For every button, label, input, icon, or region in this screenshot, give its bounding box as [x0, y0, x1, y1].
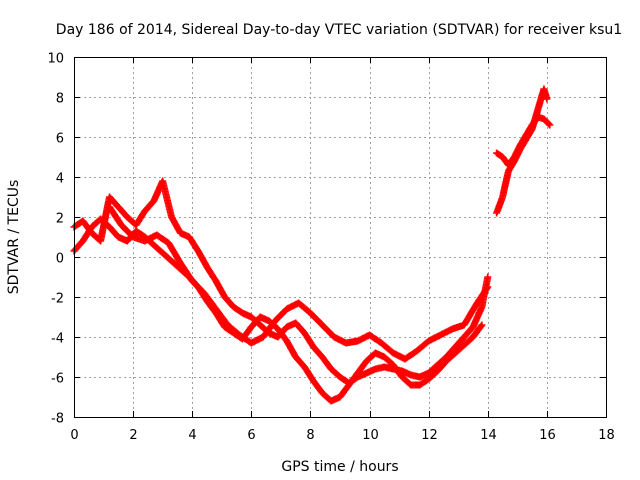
plot-frame	[74, 57, 607, 418]
x-tick-label: 10	[362, 428, 379, 443]
y-tick-label: -6	[51, 372, 64, 387]
y-tick-label: 10	[47, 52, 64, 67]
data-points	[70, 85, 554, 405]
y-tick-label: -2	[51, 292, 64, 307]
y-tick-label: 6	[56, 132, 64, 147]
x-tick-label: 6	[247, 428, 255, 443]
y-tick-label: 8	[56, 92, 64, 107]
y-tick-label: -4	[51, 332, 64, 347]
series-trace-a	[70, 177, 492, 387]
x-tick-label: 8	[306, 428, 314, 443]
data-point-fill	[545, 120, 553, 128]
y-tick-label: -8	[51, 412, 64, 427]
y-tick-label: 2	[56, 212, 64, 227]
x-axis-label: GPS time / hours	[281, 459, 398, 475]
chart-title: Day 186 of 2014, Sidereal Day-to-day VTE…	[56, 22, 622, 38]
data-point	[543, 95, 551, 103]
x-tick-label: 18	[598, 428, 615, 443]
x-tick-label: 2	[129, 428, 137, 443]
data-point	[546, 121, 554, 129]
x-tick-label: 14	[480, 428, 497, 443]
data-point	[484, 283, 492, 291]
x-tick-label: 16	[539, 428, 556, 443]
y-axis-label: SDTVAR / TECUs	[6, 180, 22, 295]
data-point-fill	[477, 322, 485, 330]
data-point-fill	[483, 284, 491, 292]
x-tick-label: 4	[188, 428, 196, 443]
series-trace-c	[106, 203, 492, 363]
x-tick-label: 0	[70, 428, 78, 443]
series-trace-e	[493, 113, 554, 169]
axis-ticks: 0 2 4 6 8 10 12 14 16 18 -8 -6 -4 -2 0 2 4 6 8 10	[47, 52, 614, 444]
series-trace-d	[493, 85, 551, 217]
x-tick-label: 12	[421, 428, 438, 443]
y-tick-label: 4	[56, 172, 64, 187]
data-point	[478, 321, 486, 329]
data-point	[484, 273, 492, 281]
y-tick-label: 0	[56, 252, 64, 267]
